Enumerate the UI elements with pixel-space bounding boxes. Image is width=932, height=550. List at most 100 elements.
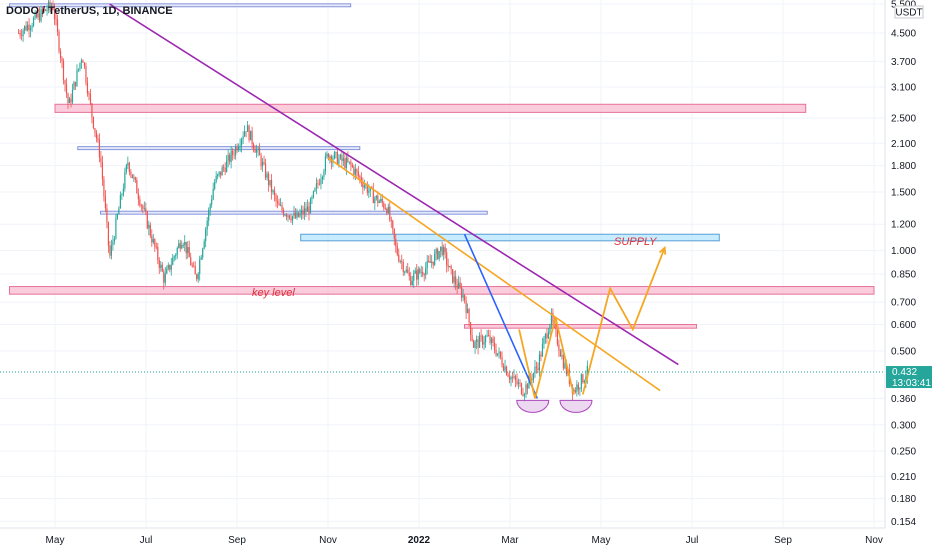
candle-body xyxy=(356,169,358,172)
candle-body xyxy=(242,136,244,140)
candle-body xyxy=(523,394,526,396)
candle-body xyxy=(76,70,78,86)
candle-body xyxy=(299,213,301,217)
candle-body xyxy=(82,60,84,63)
zones-layer xyxy=(9,3,875,329)
candle-body xyxy=(106,208,108,223)
candle-body xyxy=(161,264,163,272)
candle-body xyxy=(541,344,544,357)
candle-body xyxy=(208,209,210,221)
candle-body xyxy=(535,366,538,368)
candle-body xyxy=(341,154,343,161)
y-tick-label: 1.800 xyxy=(891,161,916,172)
candle-body xyxy=(264,163,267,178)
candle-body xyxy=(152,239,154,243)
candle-body xyxy=(565,363,567,375)
candle-body xyxy=(18,33,20,34)
y-tick-label: 0.300 xyxy=(891,420,916,431)
candle-body xyxy=(148,224,150,229)
candle-body xyxy=(205,229,207,242)
candle-body xyxy=(209,204,211,210)
x-tick-label: May xyxy=(46,535,65,546)
candle-body xyxy=(420,271,422,273)
candle-body xyxy=(429,261,431,263)
candle-body xyxy=(350,161,352,165)
candle-body xyxy=(83,62,86,67)
candle-body xyxy=(455,276,457,285)
candle-body xyxy=(504,366,506,371)
candle-body xyxy=(245,131,247,133)
candle-body xyxy=(522,393,524,396)
trendlines-layer xyxy=(109,3,679,413)
candle-body xyxy=(492,338,494,343)
candle-body xyxy=(360,177,362,183)
candle-body xyxy=(227,154,229,161)
candle-body xyxy=(53,9,56,19)
candle-body xyxy=(284,214,286,216)
candle-body xyxy=(585,376,587,381)
candle-body xyxy=(285,214,288,217)
currency-badge[interactable] xyxy=(894,5,924,19)
candle-body xyxy=(505,366,508,375)
candle-body xyxy=(564,363,566,369)
candle-body xyxy=(261,162,264,167)
y-tick-label: 0.210 xyxy=(891,472,916,483)
candle-body xyxy=(249,130,252,141)
candle-body xyxy=(552,312,554,322)
candle-body xyxy=(124,171,126,189)
candle-body xyxy=(351,164,353,167)
purple-downtrend xyxy=(109,3,679,366)
candle-body xyxy=(22,30,24,37)
candle-body xyxy=(324,156,327,171)
candle-body xyxy=(65,84,68,94)
candle-body xyxy=(387,206,389,214)
candle-body xyxy=(279,205,282,206)
candle-body xyxy=(561,355,563,357)
candle-body xyxy=(300,210,303,214)
candle-body xyxy=(68,98,71,104)
candle-body xyxy=(145,208,147,213)
candle-body xyxy=(405,269,407,272)
candle-body xyxy=(422,271,424,275)
candle-body xyxy=(62,60,65,81)
candle-body xyxy=(212,188,214,200)
candle-body xyxy=(383,202,385,209)
candle-body xyxy=(381,198,383,203)
y-tick-label: 0.500 xyxy=(891,346,916,357)
candle-body xyxy=(235,146,237,156)
candle-body xyxy=(401,261,403,263)
candle-body xyxy=(40,9,42,21)
candle-body xyxy=(121,194,123,196)
candle-body xyxy=(558,344,560,352)
candle-body xyxy=(426,260,428,268)
double-bottom-pattern xyxy=(518,317,575,399)
candle-body xyxy=(55,18,57,20)
candle-body xyxy=(94,128,96,133)
candle-body xyxy=(339,154,341,159)
candle-body xyxy=(294,212,297,218)
x-tick-label: 2022 xyxy=(408,535,431,546)
candle-body xyxy=(38,13,41,21)
candle-body xyxy=(258,148,261,156)
time-axis[interactable]: May Jul Sep Nov 2022 Mar May Jul Sep Nov xyxy=(46,535,883,546)
candle-body xyxy=(443,247,445,255)
candle-body xyxy=(52,5,54,10)
candle-body xyxy=(496,353,499,356)
key-level-label: key level xyxy=(252,287,295,299)
candle-body xyxy=(56,19,59,32)
candle-body xyxy=(125,164,127,172)
candle-body xyxy=(408,272,410,277)
candle-body xyxy=(266,173,268,178)
y-tick-label: 1.200 xyxy=(891,220,916,231)
price-axis[interactable]: 5.500 4.500 3.700 3.100 2.500 2.100 1.800 1.500… xyxy=(891,0,916,528)
candle-body xyxy=(163,271,165,283)
candle-body xyxy=(35,13,38,18)
candle-body xyxy=(182,244,184,246)
candle-body xyxy=(493,342,496,350)
candle-body xyxy=(248,125,250,141)
candle-body xyxy=(395,238,397,247)
candle-body xyxy=(226,160,228,172)
candle-body xyxy=(481,336,484,345)
candle-body xyxy=(550,312,553,325)
